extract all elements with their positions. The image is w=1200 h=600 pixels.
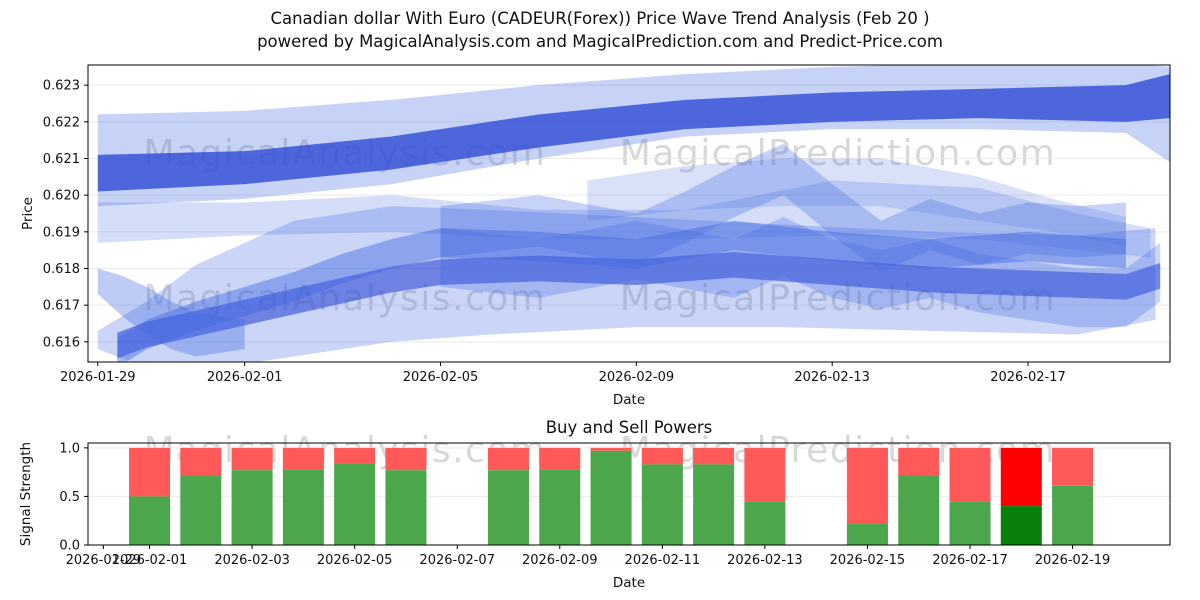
buy-bar-2026-02-03 — [231, 470, 273, 545]
sell-bar-2026-02-04 — [282, 447, 324, 470]
y-tick-label: 0.619 — [43, 225, 80, 240]
x-tick-label: 2026-02-15 — [830, 553, 906, 568]
y-tick-label: 0.623 — [43, 79, 80, 94]
x-tick-label: 2026-02-09 — [522, 553, 598, 568]
x-tick-label: 2026-02-07 — [419, 553, 495, 568]
sell-bar-2026-02-09 — [539, 447, 581, 470]
y-tick-label: 0.621 — [43, 152, 80, 167]
buy-bar-2026-02-06 — [385, 470, 427, 545]
sell-bar-2026-02-01 — [129, 447, 171, 497]
sell-bar-2026-02-03 — [231, 447, 273, 471]
x-tick-label: 2026-02-01 — [112, 553, 188, 568]
x-tick-label: 2026-02-05 — [403, 370, 479, 385]
buy-bar-2026-02-13 — [744, 501, 786, 545]
x-tick-label: 2026-02-19 — [1035, 553, 1111, 568]
buy-bar-2026-02-17 — [949, 501, 991, 545]
band-left-wedge — [97, 268, 245, 357]
sell-bar-2026-02-13 — [744, 447, 786, 502]
x-tick-label: 2026-02-09 — [599, 370, 675, 385]
buy-bar-2026-02-01 — [129, 496, 171, 545]
buy-bar-2026-02-19 — [1052, 485, 1094, 545]
axes-border — [87, 64, 1171, 363]
band-upper-right-light-band — [587, 158, 1126, 247]
sell-bar-2026-02-18 — [1000, 447, 1042, 507]
y-tick-label: 0.622 — [43, 115, 80, 130]
watermark-text: MagicalPrediction.com — [620, 133, 1057, 174]
band-mid-light-band — [97, 180, 1151, 258]
x-tick-label: 2026-01-29 — [66, 553, 142, 568]
chart-title: Buy and Sell Powers — [546, 418, 713, 437]
buy-bar-2026-02-09 — [539, 469, 581, 545]
y-tick-label: 0.5 — [59, 490, 80, 505]
axes-border — [87, 442, 1171, 546]
sell-bar-2026-02-15 — [846, 447, 888, 524]
x-axis-label: Date — [613, 575, 645, 591]
x-tick-label: 2026-02-17 — [990, 370, 1066, 385]
x-tick-label: 2026-02-03 — [214, 553, 290, 568]
buy-bar-2026-02-02 — [180, 475, 222, 545]
y-tick-label: 0.616 — [43, 335, 80, 350]
x-tick-label: 2026-01-29 — [60, 370, 136, 385]
sell-bar-2026-02-12 — [693, 447, 735, 465]
band-upper-dark-band — [97, 74, 1170, 192]
x-tick-label: 2026-02-05 — [317, 553, 393, 568]
x-tick-label: 2026-02-11 — [625, 553, 701, 568]
buy-bar-2026-02-12 — [693, 464, 735, 545]
buy-bar-2026-02-10 — [590, 450, 632, 545]
plot-area — [97, 65, 1170, 362]
plot-area — [129, 447, 1094, 545]
y-axis-label: Signal Strength — [18, 442, 34, 546]
y-tick-label: 1.0 — [59, 441, 80, 456]
figure-title-line2: powered by MagicalAnalysis.com and Magic… — [257, 32, 943, 51]
sell-bar-2026-02-10 — [590, 447, 632, 451]
buy-sell-chart: MagicalAnalysis.comMagicalPrediction.com… — [18, 418, 1171, 591]
band-rising-trend-line — [117, 252, 1161, 359]
buy-bar-2026-02-11 — [641, 464, 683, 545]
y-axis-label: Price — [20, 197, 36, 230]
sell-bar-2026-02-06 — [385, 447, 427, 471]
buy-bar-2026-02-15 — [846, 523, 888, 545]
figure-title-line1: Canadian dollar With Euro (CADEUR(Forex)… — [270, 9, 930, 28]
sell-bar-2026-02-17 — [949, 447, 991, 502]
sell-bar-2026-02-11 — [641, 447, 683, 465]
band-secondary-trend-line — [117, 220, 1126, 362]
sell-bar-2026-02-02 — [180, 447, 222, 476]
buy-bar-2026-02-04 — [282, 469, 324, 545]
x-tick-label: 2026-02-01 — [207, 370, 283, 385]
sell-bar-2026-02-05 — [334, 447, 376, 464]
buy-bar-2026-02-08 — [487, 470, 530, 545]
x-tick-label: 2026-02-13 — [727, 553, 803, 568]
y-tick-label: 0.618 — [43, 262, 80, 277]
buy-bar-2026-02-16 — [898, 475, 940, 545]
band-zigzag-lower — [440, 217, 1161, 328]
sell-bar-2026-02-19 — [1052, 447, 1094, 486]
buy-bar-2026-02-05 — [334, 463, 376, 545]
x-axis-label: Date — [613, 392, 645, 408]
x-tick-label: 2026-02-13 — [794, 370, 870, 385]
price-wave-chart: MagicalAnalysis.comMagicalPrediction.com… — [20, 64, 1171, 408]
y-tick-label: 0.620 — [43, 189, 80, 204]
sell-bar-2026-02-16 — [898, 447, 940, 476]
sell-bar-2026-02-08 — [487, 447, 530, 471]
band-zigzag-upper — [440, 143, 1126, 273]
x-tick-label: 2026-02-17 — [932, 553, 1008, 568]
y-tick-label: 0.0 — [59, 539, 80, 554]
buy-bar-2026-02-18 — [1000, 506, 1042, 545]
y-tick-label: 0.617 — [43, 299, 80, 314]
